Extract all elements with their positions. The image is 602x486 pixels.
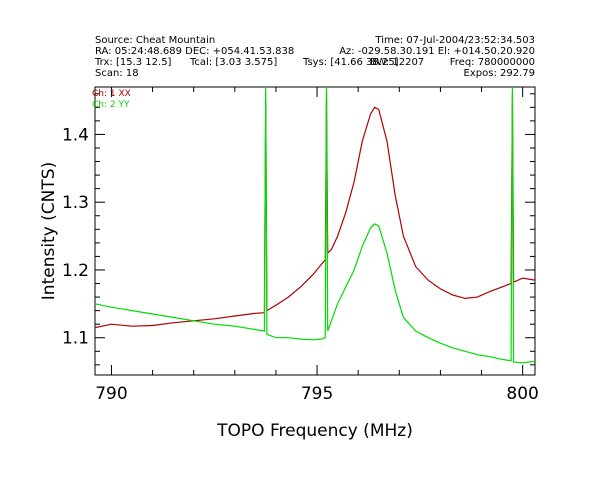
series-line-ch2	[95, 87, 535, 364]
x-tick-label: 795	[301, 384, 333, 404]
y-tick-label: 1.4	[62, 125, 89, 145]
plot-frame	[94, 86, 536, 376]
ra-dec-text: RA: 05:24:48.689 DEC: +054.41.53.838	[95, 46, 294, 57]
y-tick-label: 1.1	[62, 329, 89, 349]
series-layer	[95, 87, 535, 364]
legend-ch1: Ch: 1 XX	[92, 89, 131, 99]
x-axis-ticks: 790 795 800	[95, 87, 539, 404]
trx-text: Trx: [15.3 12.5]	[94, 57, 172, 68]
tcal-text: Tcal: [3.03 3.575]	[189, 57, 277, 68]
tsys-text: Tsys: [41.66 38.25]	[302, 57, 399, 68]
time-text: Time: 07-Jul-2004/23:52:34.503	[374, 35, 535, 46]
az-el-text: Az: -029.58.30.191 El: +014.50.20.920	[339, 46, 535, 57]
x-axis-label: TOPO Frequency (MHz)	[216, 421, 413, 441]
expos-text: Expos: 292.79	[464, 68, 535, 79]
series-line-ch1	[95, 93, 535, 329]
y-axis-label: Intensity (CNTS)	[39, 162, 59, 300]
y-axis-ticks: 1.1 1.2 1.3 1.4	[62, 93, 535, 366]
freq-text: Freq: 780000000	[450, 57, 535, 68]
scan-text: Scan: 18	[95, 68, 139, 79]
observation-header: Source: Cheat Mountain Time: 07-Jul-2004…	[94, 35, 535, 79]
x-tick-label: 800	[506, 384, 538, 404]
legend-ch2: Ch: 2 YY	[92, 100, 130, 110]
y-tick-label: 1.2	[62, 261, 89, 281]
bw-text: BW: 12207	[370, 57, 424, 68]
source-text: Source: Cheat Mountain	[95, 35, 215, 46]
x-tick-label: 790	[95, 384, 127, 404]
y-tick-label: 1.3	[62, 193, 89, 213]
